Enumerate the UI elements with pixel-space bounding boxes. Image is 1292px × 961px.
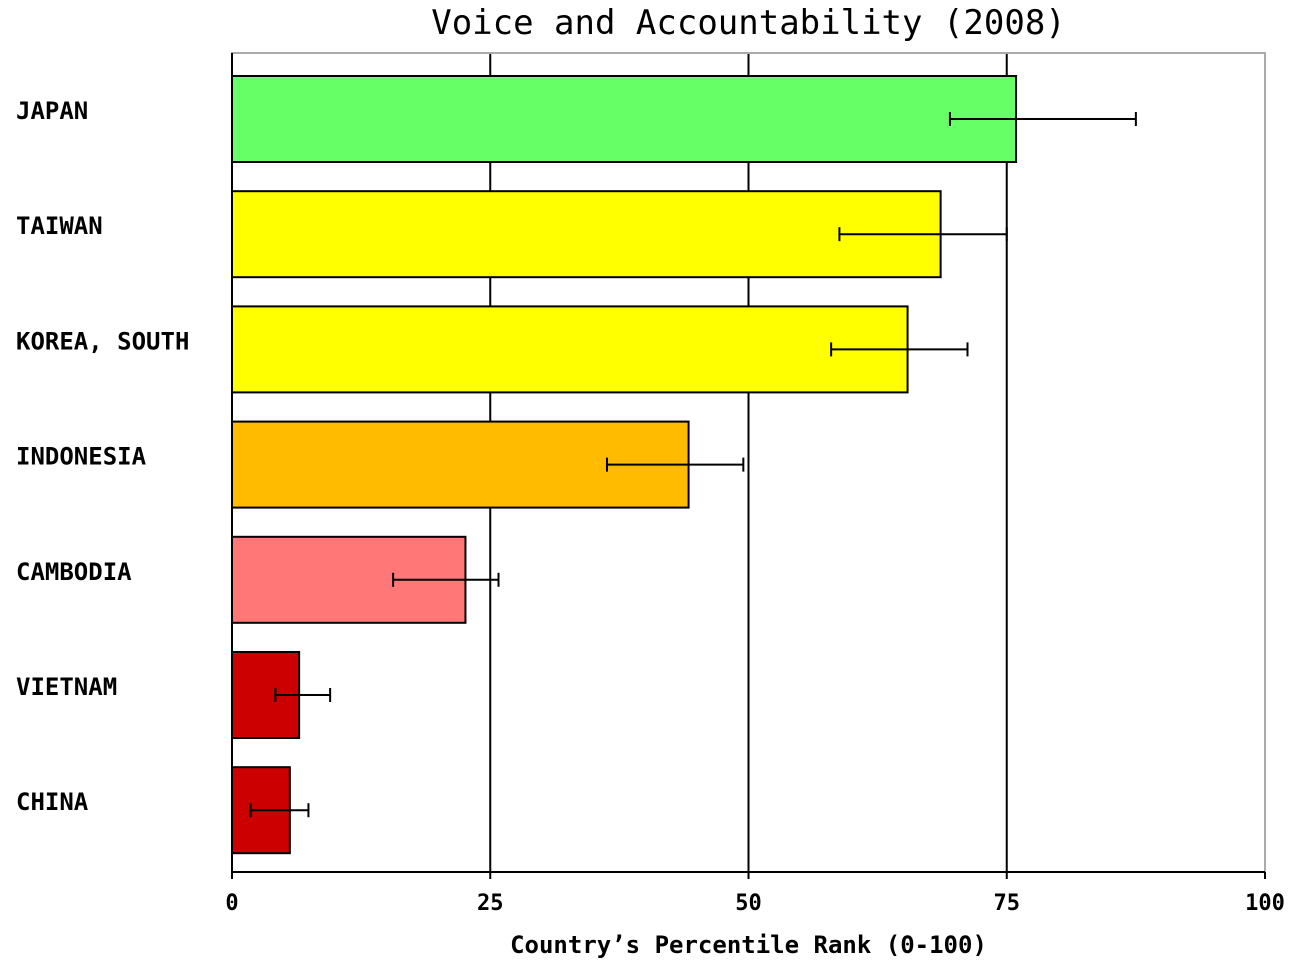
error-bar-japan	[948, 112, 1137, 126]
chart-title: Voice and Accountability (2008)	[431, 3, 1066, 43]
category-label-taiwan: TAIWAN	[16, 212, 103, 240]
category-label-indonesia: INDONESIA	[16, 443, 147, 471]
x-axis-label: Country’s Percentile Rank (0-100)	[510, 931, 987, 959]
x-tick-label-25: 25	[477, 891, 504, 916]
error-bar-korea-south	[830, 342, 969, 357]
bar-korea-south	[231, 305, 909, 394]
category-label-vietnam: VIETNAM	[16, 673, 117, 701]
error-bar-taiwan	[838, 227, 1008, 242]
x-tick-label-100: 100	[1245, 891, 1285, 916]
error-bar-indonesia	[605, 457, 745, 472]
bar-japan	[231, 75, 1018, 163]
category-label-china: CHINA	[16, 788, 89, 816]
x-tick-label-0: 0	[225, 891, 238, 916]
bars	[231, 75, 1018, 855]
category-label-korea-south: KOREA, SOUTH	[16, 327, 189, 355]
category-label-japan: JAPAN	[16, 97, 88, 125]
plot-frame	[231, 52, 1266, 879]
error-bar-china	[249, 803, 310, 818]
x-tick-label-75: 75	[994, 891, 1021, 916]
x-tick-labels: 0 25 50 75 100	[225, 891, 1285, 916]
error-bars	[249, 112, 1137, 818]
error-bar-vietnam	[274, 688, 332, 702]
category-label-cambodia: CAMBODIA	[16, 558, 132, 586]
category-labels: JAPAN TAIWAN KOREA, SOUTH INDONESIA CAMBODIA…	[16, 97, 189, 816]
error-bar-cambodia	[392, 572, 500, 587]
bar-taiwan	[231, 190, 942, 279]
x-tick-label-50: 50	[735, 891, 762, 916]
